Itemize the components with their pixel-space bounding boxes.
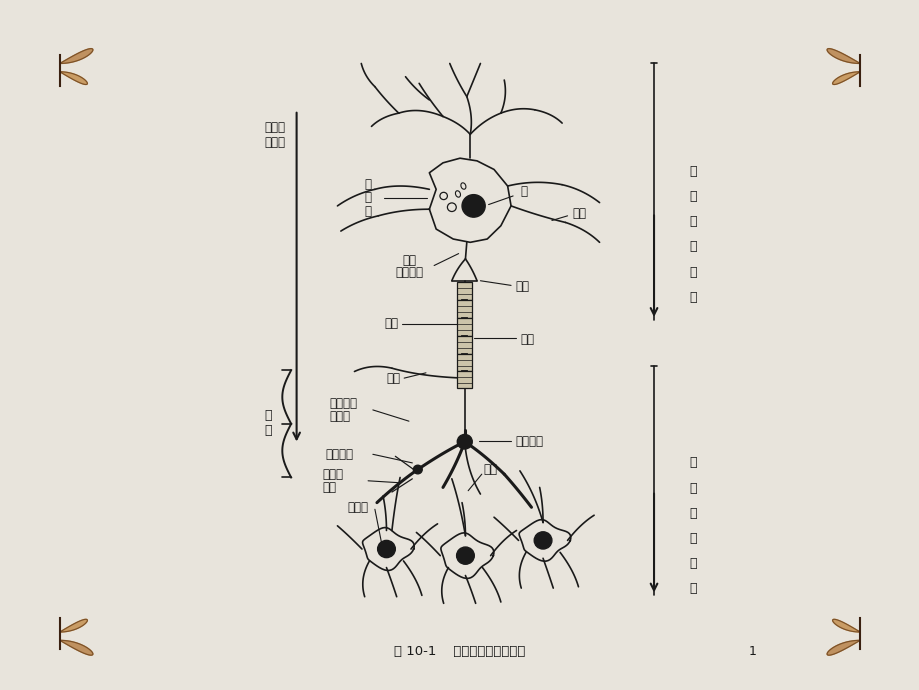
Polygon shape <box>60 620 87 632</box>
Text: 轴突末梢: 轴突末梢 <box>516 435 543 448</box>
Text: 突触前轴: 突触前轴 <box>329 397 357 410</box>
Polygon shape <box>826 640 859 656</box>
Text: 神: 神 <box>688 240 696 253</box>
Text: 突触间隙: 突触间隙 <box>324 448 353 461</box>
Bar <box>457 371 471 388</box>
Text: 侧支: 侧支 <box>386 372 400 384</box>
Text: 经: 经 <box>688 557 696 570</box>
Circle shape <box>456 547 474 564</box>
Text: （始段）: （始段） <box>394 266 423 279</box>
Circle shape <box>534 532 551 549</box>
Text: 触: 触 <box>688 482 696 495</box>
Polygon shape <box>832 72 859 84</box>
Text: 胞: 胞 <box>364 191 371 204</box>
Text: 轴突: 轴突 <box>384 317 398 331</box>
Text: 突
触: 突 触 <box>264 409 271 437</box>
Text: 1: 1 <box>747 644 755 658</box>
Text: 突触后: 突触后 <box>323 468 343 481</box>
Text: 前: 前 <box>688 215 696 228</box>
Text: 髓鞘: 髓鞘 <box>519 333 533 346</box>
Text: 经: 经 <box>688 266 696 279</box>
Polygon shape <box>60 72 87 84</box>
Text: 突: 突 <box>688 165 696 178</box>
Text: 轴丘: 轴丘 <box>516 280 529 293</box>
Text: 递方向: 递方向 <box>264 137 285 150</box>
Circle shape <box>377 540 395 558</box>
Text: 神: 神 <box>688 532 696 545</box>
Text: 元: 元 <box>688 582 696 595</box>
Bar <box>457 300 471 318</box>
Text: 树突: 树突 <box>572 207 585 220</box>
Text: 突末梢: 突末梢 <box>329 410 350 423</box>
Text: 元: 元 <box>688 290 696 304</box>
Circle shape <box>413 465 422 474</box>
Bar <box>457 282 471 300</box>
Text: 图 10-1    神经元和突触模式图: 图 10-1 神经元和突触模式图 <box>394 644 525 658</box>
Polygon shape <box>60 640 93 656</box>
Bar <box>457 353 471 371</box>
Circle shape <box>457 435 471 449</box>
Text: 触: 触 <box>688 190 696 203</box>
Bar <box>457 318 471 336</box>
Text: 后: 后 <box>688 506 696 520</box>
Text: 细胞体: 细胞体 <box>347 501 369 514</box>
Text: 核: 核 <box>519 185 527 198</box>
Text: 树突: 树突 <box>323 481 336 494</box>
Text: 突: 突 <box>688 456 696 469</box>
Text: 体: 体 <box>364 205 371 218</box>
Polygon shape <box>826 48 859 63</box>
Text: 树突: 树突 <box>483 463 497 476</box>
Polygon shape <box>60 48 93 63</box>
Text: 信号传: 信号传 <box>264 121 285 135</box>
Polygon shape <box>832 620 859 632</box>
Text: 细: 细 <box>364 178 371 191</box>
Bar <box>457 336 471 353</box>
Circle shape <box>461 195 484 217</box>
Text: 轴突: 轴突 <box>402 254 415 267</box>
